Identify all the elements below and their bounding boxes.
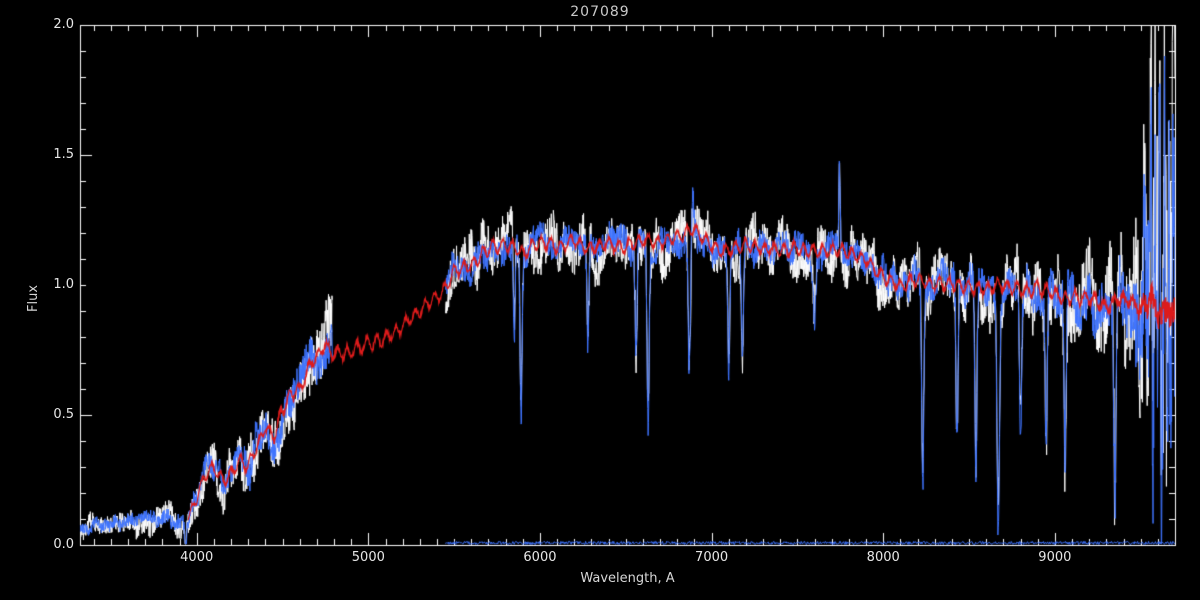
y-tick-label-1.5: 1.5 — [53, 147, 74, 162]
y-tick-label-0.5: 0.5 — [53, 407, 74, 422]
y-tick-label-2.0: 2.0 — [53, 17, 74, 32]
plot-title: 207089 — [570, 4, 630, 20]
x-axis-label: Wavelength, A — [580, 571, 675, 586]
x-tick-label-7000: 7000 — [695, 550, 729, 565]
x-tick-label-6000: 6000 — [523, 550, 557, 565]
x-tick-label-4000: 4000 — [180, 550, 214, 565]
y-tick-label-0.0: 0.0 — [53, 537, 74, 552]
y-tick-label-1.0: 1.0 — [53, 277, 74, 292]
x-tick-label-9000: 9000 — [1038, 550, 1072, 565]
x-tick-label-5000: 5000 — [351, 550, 385, 565]
x-tick-label-8000: 8000 — [866, 550, 900, 565]
